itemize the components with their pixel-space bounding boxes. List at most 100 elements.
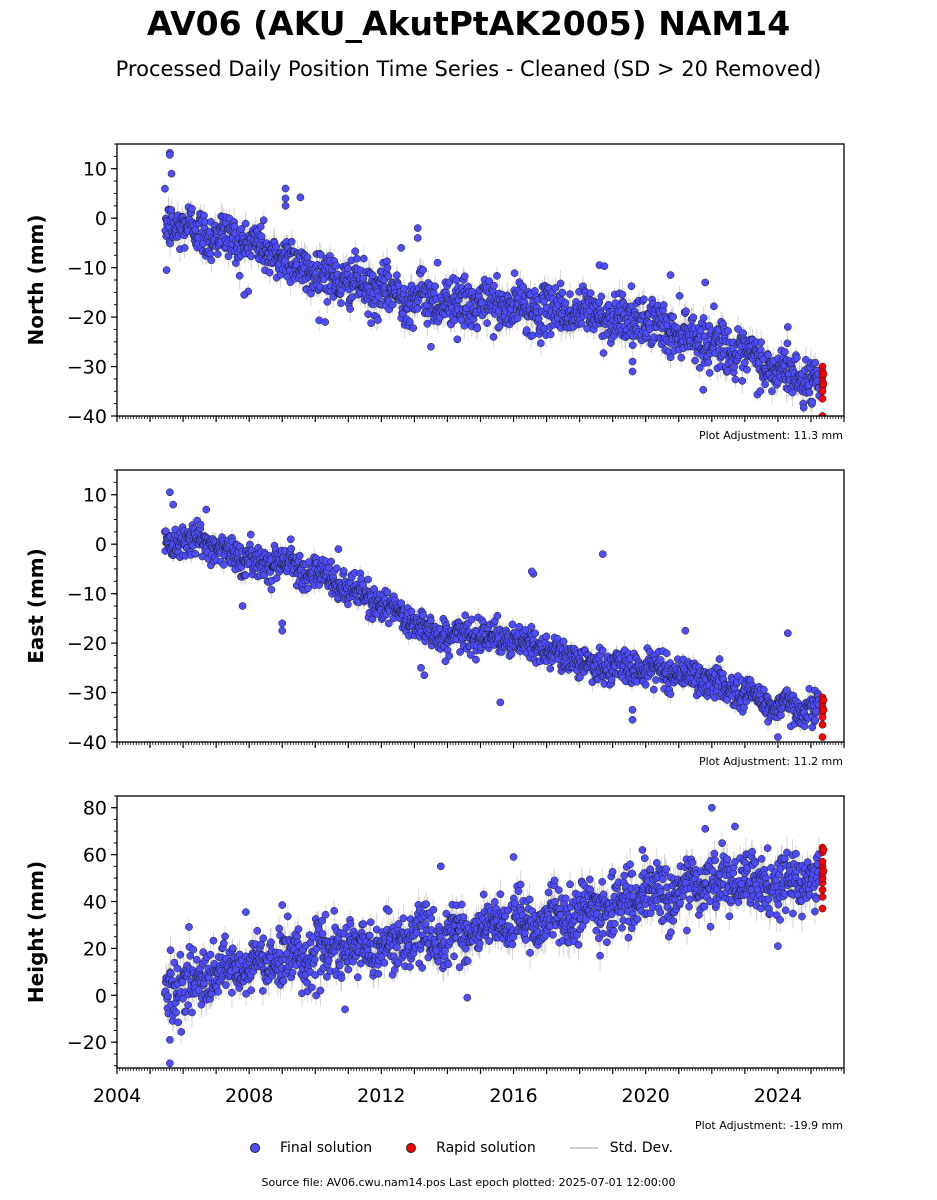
final-point [307, 289, 315, 298]
final-point [485, 277, 494, 286]
final-point [808, 397, 817, 406]
final-point [768, 387, 776, 396]
final-point [710, 302, 718, 311]
final-point [792, 353, 801, 362]
final-point [235, 271, 244, 280]
final-point [675, 292, 684, 300]
final-point [701, 278, 710, 287]
final-point [473, 324, 482, 333]
east-final-points [161, 488, 824, 741]
final-point [419, 266, 427, 274]
final-point [483, 319, 491, 327]
final-point [495, 322, 504, 331]
final-point [528, 331, 537, 340]
east-data-area [161, 488, 828, 741]
final-point [368, 271, 377, 280]
final-point [167, 206, 176, 214]
final-point [452, 276, 461, 285]
final-point [677, 353, 686, 362]
final-point [627, 282, 636, 291]
north-y-axis-label: North (mm) [24, 214, 48, 345]
final-point [682, 307, 690, 316]
final-point [240, 290, 249, 299]
rapid-point [819, 370, 828, 378]
final-point [695, 364, 704, 372]
final-point [323, 298, 332, 306]
final-point [344, 264, 352, 273]
final-point [577, 319, 586, 328]
final-point [536, 339, 545, 348]
final-point [704, 358, 713, 367]
final-point [433, 258, 442, 267]
final-point [600, 262, 609, 271]
final-point [811, 358, 820, 367]
final-point [353, 254, 361, 263]
north-data-area [161, 149, 828, 416]
final-point [757, 338, 766, 347]
final-point [764, 351, 772, 359]
final-point [281, 194, 290, 203]
final-point [180, 244, 189, 252]
final-point [628, 367, 637, 376]
final-point [413, 224, 422, 232]
final-point [367, 319, 375, 328]
final-point [388, 300, 397, 309]
final-point [272, 242, 281, 251]
final-point [696, 326, 705, 335]
final-point [705, 369, 714, 377]
final-point [522, 326, 531, 334]
rapid-point [818, 387, 827, 396]
final-point [669, 312, 677, 321]
final-point [731, 375, 740, 384]
final-point [346, 305, 354, 313]
final-point [510, 269, 519, 278]
final-point [167, 169, 176, 178]
final-point [332, 261, 341, 270]
y-tick-label: −20 [67, 307, 107, 329]
final-point [213, 250, 222, 258]
final-point [734, 325, 742, 333]
north-rapid-points [818, 362, 828, 416]
final-point [640, 295, 648, 304]
final-point [628, 341, 637, 350]
final-point [566, 290, 574, 298]
final-point [743, 365, 751, 374]
final-point [558, 288, 567, 297]
final-point [162, 266, 171, 274]
final-point [666, 271, 675, 279]
final-point [374, 316, 382, 324]
final-point [257, 232, 266, 241]
final-point [586, 289, 595, 297]
final-point [556, 279, 565, 288]
final-point [364, 310, 372, 319]
final-point [281, 201, 290, 210]
final-point [207, 256, 216, 265]
final-point [659, 301, 668, 309]
final-point [166, 151, 174, 159]
final-point [666, 353, 675, 362]
final-point [206, 249, 215, 258]
final-point [265, 268, 274, 277]
final-point [409, 324, 418, 332]
final-point [256, 222, 265, 231]
final-point [188, 204, 196, 213]
final-point [599, 349, 608, 357]
final-point [423, 319, 432, 328]
final-point [699, 314, 708, 322]
final-point [453, 335, 462, 344]
final-point [287, 237, 296, 246]
final-point [405, 317, 414, 326]
final-point [397, 244, 406, 252]
final-point [259, 216, 268, 225]
final-point [783, 323, 792, 331]
final-point [561, 298, 570, 307]
final-point [303, 253, 312, 262]
final-point [413, 304, 422, 313]
final-point [699, 385, 708, 394]
final-point [413, 234, 422, 242]
final-point [756, 387, 765, 395]
final-point [460, 272, 469, 281]
final-point [161, 184, 169, 193]
final-point [241, 219, 250, 228]
